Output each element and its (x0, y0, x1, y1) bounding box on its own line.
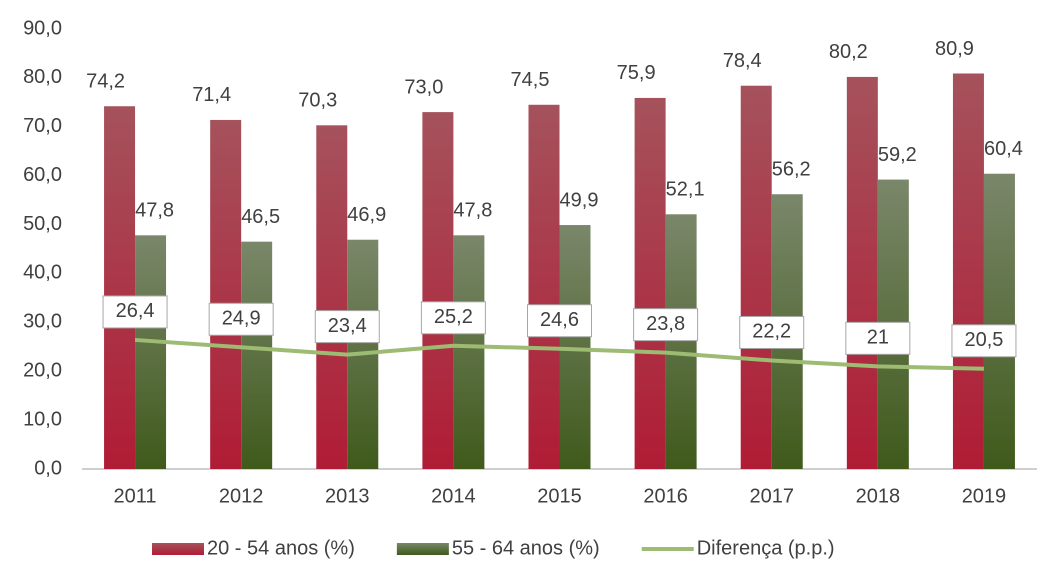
y-tick-label: 60,0 (23, 164, 62, 186)
bar (665, 214, 697, 469)
label-box (420, 301, 486, 335)
x-tick-label: 2017 (749, 485, 794, 507)
label-box (208, 302, 274, 336)
data-label: 23,4 (328, 315, 367, 337)
data-label: 74,5 (511, 69, 550, 91)
data-label: 73,0 (404, 76, 443, 98)
data-label: 59,2 (878, 144, 917, 166)
data-label: 26,4 (116, 300, 155, 322)
x-tick-label: 2019 (962, 485, 1007, 507)
label-box (739, 315, 805, 349)
data-label: 80,9 (935, 38, 974, 60)
bar (135, 235, 167, 469)
data-label: 78,4 (723, 50, 762, 72)
x-tick-label: 2014 (431, 485, 476, 507)
data-label: 60,4 (984, 138, 1023, 160)
data-label: 47,8 (135, 200, 174, 222)
bar (528, 104, 560, 470)
bar (316, 125, 348, 470)
x-tick-label: 2011 (114, 485, 157, 507)
data-label: 24,9 (222, 308, 261, 330)
line (134, 337, 984, 371)
bar (740, 85, 772, 469)
label-box (951, 324, 1017, 358)
y-tick-label: 50,0 (23, 213, 62, 235)
label-box (633, 308, 699, 342)
data-label: 80,2 (829, 41, 868, 63)
y-tick-label: 10,0 (23, 408, 62, 430)
data-label: 70,3 (298, 90, 337, 112)
y-tick-label: 80,0 (23, 66, 62, 88)
data-label: 52,1 (666, 179, 705, 201)
x-tick-label: 2012 (219, 485, 264, 507)
bar (422, 112, 454, 469)
data-label: 23,8 (646, 313, 685, 335)
legend-label: 20 - 54 anos (%) (207, 537, 355, 559)
legend-swatch (396, 543, 449, 555)
label-box (527, 304, 592, 338)
data-label: 47,8 (453, 200, 492, 222)
y-tick-label: 30,0 (23, 311, 62, 333)
data-label: 22,2 (752, 321, 791, 343)
bar (983, 173, 1015, 469)
x-tick-label: 2013 (325, 485, 370, 507)
label-box (102, 295, 168, 329)
label-box (314, 310, 380, 344)
y-tick-label: 20,0 (23, 360, 62, 382)
y-tick-label: 40,0 (23, 262, 62, 284)
y-tick-label: 0,0 (34, 457, 62, 479)
data-label: 24,6 (540, 309, 579, 331)
bar (453, 235, 485, 469)
data-label: 49,9 (560, 189, 599, 211)
data-label: 46,5 (241, 206, 280, 228)
bar (104, 106, 136, 469)
data-label: 75,9 (617, 62, 656, 84)
data-label: 21 (867, 327, 889, 349)
x-tick-label: 2018 (856, 485, 901, 507)
data-label: 20,5 (964, 329, 1003, 351)
label-box (845, 321, 911, 355)
bar (952, 73, 984, 469)
data-label: 56,2 (772, 159, 811, 181)
data-label: 46,9 (347, 204, 386, 226)
data-label: 71,4 (192, 84, 231, 106)
bar (634, 97, 666, 469)
y-tick-label: 70,0 (23, 115, 62, 137)
data-label: 74,2 (86, 71, 125, 93)
x-tick-label: 2016 (643, 485, 688, 507)
legend-label: 55 - 64 anos (%) (452, 537, 600, 559)
bar (846, 76, 878, 470)
bar (241, 241, 273, 469)
legend-swatch (152, 543, 204, 555)
data-label: 25,2 (434, 306, 473, 328)
bar (210, 119, 242, 469)
legend-label: Diferença (p.p.) (697, 537, 835, 559)
y-tick-label: 90,0 (23, 17, 62, 39)
x-tick-label: 2015 (537, 485, 582, 507)
